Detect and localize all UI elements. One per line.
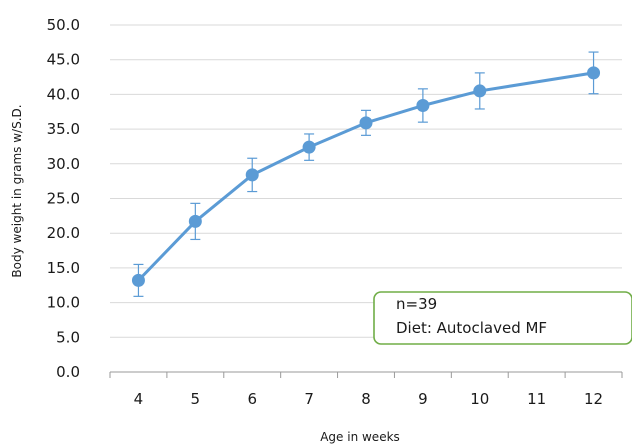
x-tick-label: 9 [418, 390, 428, 408]
y-tick-labels: 0.0 5.0 10.0 15.0 20.0 25.0 30.0 35.0 40.0 45.0 50… [47, 16, 80, 381]
error-bars [133, 51, 599, 297]
x-tick-label: 11 [527, 390, 546, 408]
x-tick-label: 12 [584, 390, 603, 408]
data-point [245, 168, 259, 182]
x-tick-label: 6 [247, 390, 257, 408]
annotation-box: n=39 Diet: Autoclaved MF [373, 291, 632, 345]
y-tick-label: 10.0 [47, 294, 80, 312]
y-tick-label: 15.0 [47, 259, 80, 277]
y-tick-label: 45.0 [47, 51, 80, 69]
annotation-line-2: Diet: Autoclaved MF [396, 319, 547, 337]
y-axis-title: Body weight in grams w/S.D. [10, 104, 24, 277]
data-point [416, 99, 430, 113]
x-tick-label: 8 [361, 390, 371, 408]
y-tick-label: 50.0 [47, 16, 80, 34]
x-tick-label: 5 [191, 390, 201, 408]
annotation-border [373, 291, 632, 345]
data-point [359, 116, 373, 130]
annotation-line-1: n=39 [396, 295, 437, 313]
x-tick-label: 7 [304, 390, 314, 408]
y-tick-label: 35.0 [47, 120, 80, 138]
y-tick-label: 30.0 [47, 155, 80, 173]
x-tick-label: 10 [470, 390, 489, 408]
data-points [131, 66, 601, 287]
y-tick-label: 5.0 [56, 328, 80, 346]
x-tick-labels: 4 5 6 7 8 9 10 11 12 [109, 372, 623, 408]
y-tick-label: 40.0 [47, 85, 80, 103]
data-point [302, 140, 316, 154]
data-point [131, 273, 145, 287]
y-tick-label: 25.0 [47, 190, 80, 208]
y-tick-label: 0.0 [56, 363, 80, 381]
gridlines [110, 24, 622, 338]
x-tick-label: 4 [134, 390, 144, 408]
x-axis-title: Age in weeks [320, 430, 400, 444]
series-line [137, 71, 594, 282]
data-point [587, 66, 601, 80]
data-point [473, 84, 487, 98]
y-tick-label: 20.0 [47, 224, 80, 242]
data-point [188, 214, 202, 228]
